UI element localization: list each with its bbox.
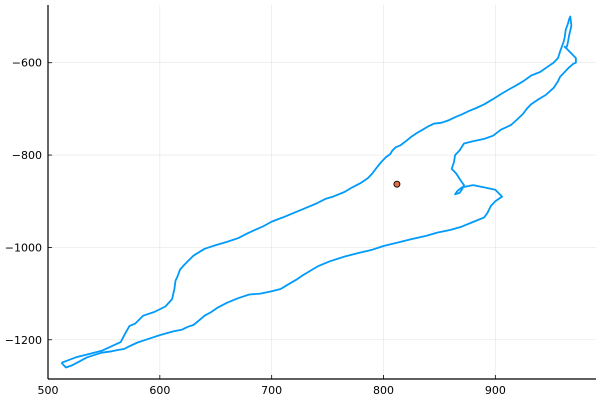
scatter-point [393, 180, 401, 188]
x-tick-label: 700 [261, 384, 282, 397]
y-tick-label: −1000 [5, 241, 42, 254]
y-tick-label: −600 [12, 57, 42, 70]
x-tick-label: 600 [149, 384, 170, 397]
x-tick-label: 500 [38, 384, 59, 397]
series-line-outline [60, 15, 577, 369]
x-tick-label: 900 [485, 384, 506, 397]
y-tick-label: −1200 [5, 334, 42, 347]
axes [47, 5, 596, 380]
plot-area [60, 15, 577, 369]
y-tick-label: −800 [12, 149, 42, 162]
x-tick-label: 800 [373, 384, 394, 397]
grid [47, 5, 596, 379]
ticks: 500 600 700 800 900 −600 −800 −1000 −1200 [5, 57, 506, 397]
